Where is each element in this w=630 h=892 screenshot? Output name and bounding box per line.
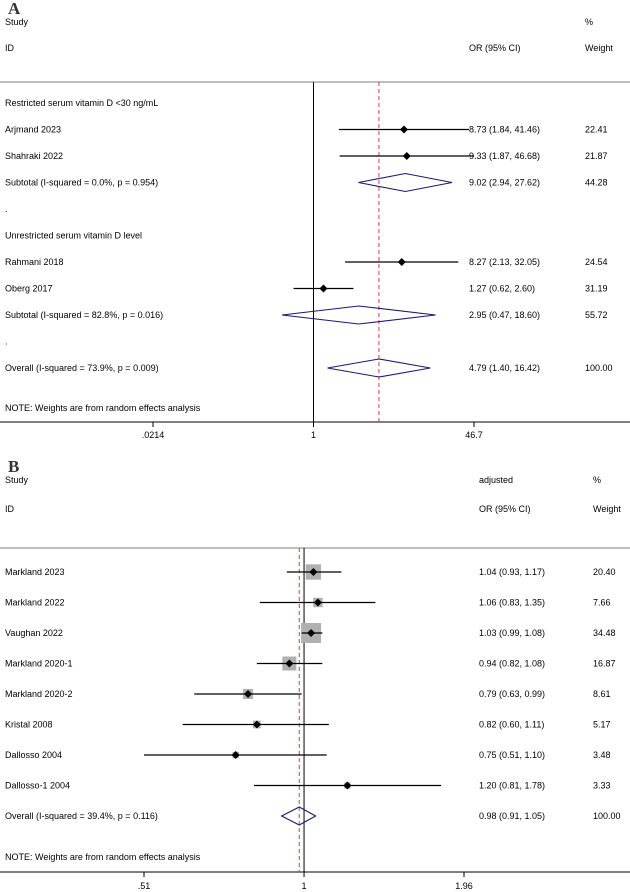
- weight-value: 22.41: [585, 125, 608, 135]
- subtotal-diamond: [358, 172, 453, 193]
- weight-value: 20.40: [593, 567, 616, 577]
- point-estimate-marker: [231, 751, 240, 759]
- x-tick-label: 1.96: [455, 881, 473, 891]
- or-ci-value: 1.04 (0.93, 1.17): [479, 567, 545, 577]
- x-tick-label: .51: [138, 881, 151, 891]
- x-tick-label: .0214: [142, 430, 165, 440]
- header-percent: %: [593, 475, 601, 485]
- point-estimate-marker: [319, 284, 328, 293]
- point-estimate-marker: [399, 125, 408, 134]
- weight-value: 34.48: [593, 628, 616, 638]
- x-tick-label: 1: [302, 881, 307, 891]
- row-label: Overall (I-squared = 39.4%, p = 0.116): [5, 811, 158, 821]
- weight-value: 5.17: [593, 720, 611, 730]
- row-label: Rahmani 2018: [5, 257, 64, 267]
- or-ci-value: 0.82 (0.60, 1.11): [479, 720, 544, 730]
- row-label: Subtotal (I-squared = 82.8%, p = 0.016): [5, 310, 163, 320]
- weight-value: 55.72: [585, 310, 608, 320]
- weight-value: 16.87: [593, 659, 616, 669]
- row-label: Unrestricted serum vitamin D level: [5, 231, 142, 241]
- weight-value: 21.87: [585, 151, 608, 161]
- weight-value: 31.19: [585, 284, 608, 294]
- or-ci-value: 8.27 (2.13, 32.05): [469, 257, 540, 267]
- x-tick-label: 46.7: [465, 430, 483, 440]
- row-label: Kristal 2008: [5, 720, 53, 730]
- point-estimate-marker: [252, 720, 261, 729]
- header-study: Study: [5, 475, 29, 485]
- row-label: Markland 2022: [5, 598, 65, 608]
- or-ci-value: 2.95 (0.47, 18.60): [469, 310, 540, 320]
- header-id: ID: [5, 43, 15, 53]
- panel-letter: B: [8, 457, 19, 476]
- header-or-ci: OR (95% CI): [479, 504, 531, 514]
- weight-value: 24.54: [585, 257, 608, 267]
- subtotal-diamond: [281, 305, 436, 325]
- or-ci-value: 8.73 (1.84, 41.46): [469, 125, 540, 135]
- row-label: Subtotal (I-squared = 0.0%, p = 0.954): [5, 178, 158, 188]
- weight-value: 100.00: [585, 363, 613, 373]
- point-estimate-marker: [313, 598, 322, 607]
- row-label: Markland 2020-1: [5, 659, 73, 669]
- overall-diamond: [280, 806, 317, 826]
- point-estimate-marker: [343, 781, 352, 790]
- point-estimate-marker: [307, 629, 316, 637]
- point-estimate-marker: [402, 152, 411, 160]
- or-ci-value: 0.75 (0.51, 1.10): [479, 750, 545, 760]
- row-label: Vaughan 2022: [5, 628, 63, 638]
- point-estimate-marker: [309, 568, 318, 576]
- weights-note: NOTE: Weights are from random effects an…: [5, 403, 201, 413]
- row-label: Dallosso-1 2004: [5, 781, 70, 791]
- weight-value: 44.28: [585, 178, 608, 188]
- row-label: Arjmand 2023: [5, 125, 61, 135]
- or-ci-value: 1.03 (0.99, 1.08): [479, 628, 545, 638]
- or-ci-value: 0.79 (0.63, 0.99): [479, 689, 545, 699]
- row-label: Shahraki 2022: [5, 151, 63, 161]
- weight-value: 3.33: [593, 781, 611, 791]
- row-label: Markland 2023: [5, 567, 65, 577]
- or-ci-value: 9.33 (1.87, 46.68): [469, 151, 540, 161]
- row-label: Restricted serum vitamin D <30 ng/mL: [5, 98, 158, 108]
- point-estimate-marker: [285, 659, 294, 668]
- row-label: Overall (I-squared = 73.9%, p = 0.009): [5, 363, 159, 373]
- row-label: .: [5, 337, 8, 347]
- row-label: .: [5, 204, 8, 214]
- point-estimate-marker: [397, 258, 406, 266]
- header-study: Study: [5, 17, 29, 27]
- or-ci-value: 1.27 (0.62, 2.60): [469, 284, 535, 294]
- point-estimate-marker: [244, 690, 253, 698]
- weight-value: 7.66: [593, 598, 611, 608]
- or-ci-value: 0.98 (0.91, 1.05): [479, 811, 545, 821]
- row-label: Oberg 2017: [5, 284, 53, 294]
- header-adjusted: adjusted: [479, 475, 513, 485]
- header-or-ci: OR (95% CI): [469, 43, 521, 53]
- or-ci-value: 0.94 (0.82, 1.08): [479, 659, 545, 669]
- weight-value: 3.48: [593, 750, 611, 760]
- header-weight: Weight: [585, 43, 613, 53]
- weight-value: 100.00: [593, 811, 621, 821]
- or-ci-value: 9.02 (2.94, 27.62): [469, 178, 540, 188]
- header-percent: %: [585, 17, 593, 27]
- panel-letter: A: [8, 0, 21, 18]
- weight-value: 8.61: [593, 689, 611, 699]
- overall-diamond: [327, 358, 431, 378]
- x-tick-label: 1: [311, 430, 316, 440]
- row-label: Markland 2020-2: [5, 689, 73, 699]
- weights-note: NOTE: Weights are from random effects an…: [5, 852, 201, 862]
- row-label: Dallosso 2004: [5, 750, 62, 760]
- header-id: ID: [5, 504, 15, 514]
- header-weight: Weight: [593, 504, 621, 514]
- or-ci-value: 4.79 (1.40, 16.42): [469, 363, 540, 373]
- or-ci-value: 1.20 (0.81, 1.78): [479, 781, 545, 791]
- or-ci-value: 1.06 (0.83, 1.35): [479, 598, 545, 608]
